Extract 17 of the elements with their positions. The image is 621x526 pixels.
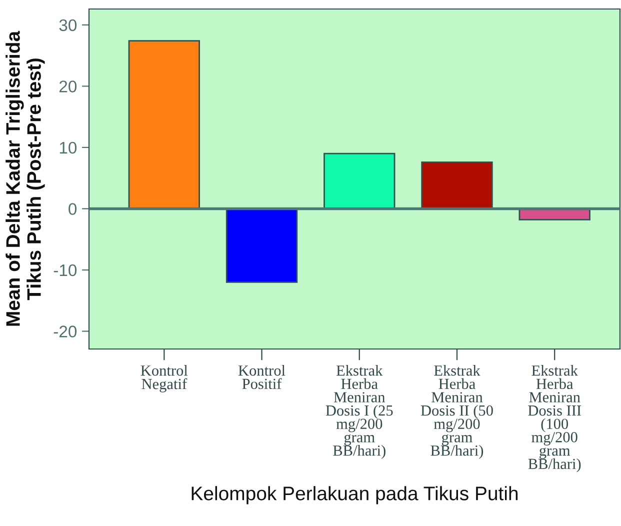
x-tick-label: Ekstrak Herba Meniran Dosis II (50 mg/200 gram BB/hari) — [420, 364, 493, 459]
bar — [226, 208, 298, 283]
x-tick-label: Ekstrak Herba Meniran Dosis I (25 mg/200 gram BB/hari) — [326, 364, 393, 459]
y-tick-label: 30 — [59, 19, 77, 32]
bar — [128, 40, 200, 210]
bar — [421, 161, 493, 210]
x-tick-label: Ekstrak Herba Meniran Dosis III (100 mg/200 gram BB/hari) — [528, 364, 582, 472]
y-axis-title: Mean of Delta Kadar Trigliserida Tikus Putih (Post-Pre test) — [6, 30, 45, 326]
x-tick-label: Kontrol Positif — [238, 364, 286, 390]
x-tick-label: Kontrol Negatif — [140, 364, 188, 392]
y-tick-label: -20 — [54, 326, 77, 338]
y-tick-label: -10 — [54, 264, 77, 276]
x-axis-title: Kelompok Perlakuan pada Tikus Putih — [192, 486, 518, 504]
bar — [324, 152, 396, 210]
y-tick-label: 20 — [59, 80, 77, 92]
y-tick-label: 0 — [68, 203, 77, 215]
y-tick-label: 10 — [60, 142, 77, 154]
